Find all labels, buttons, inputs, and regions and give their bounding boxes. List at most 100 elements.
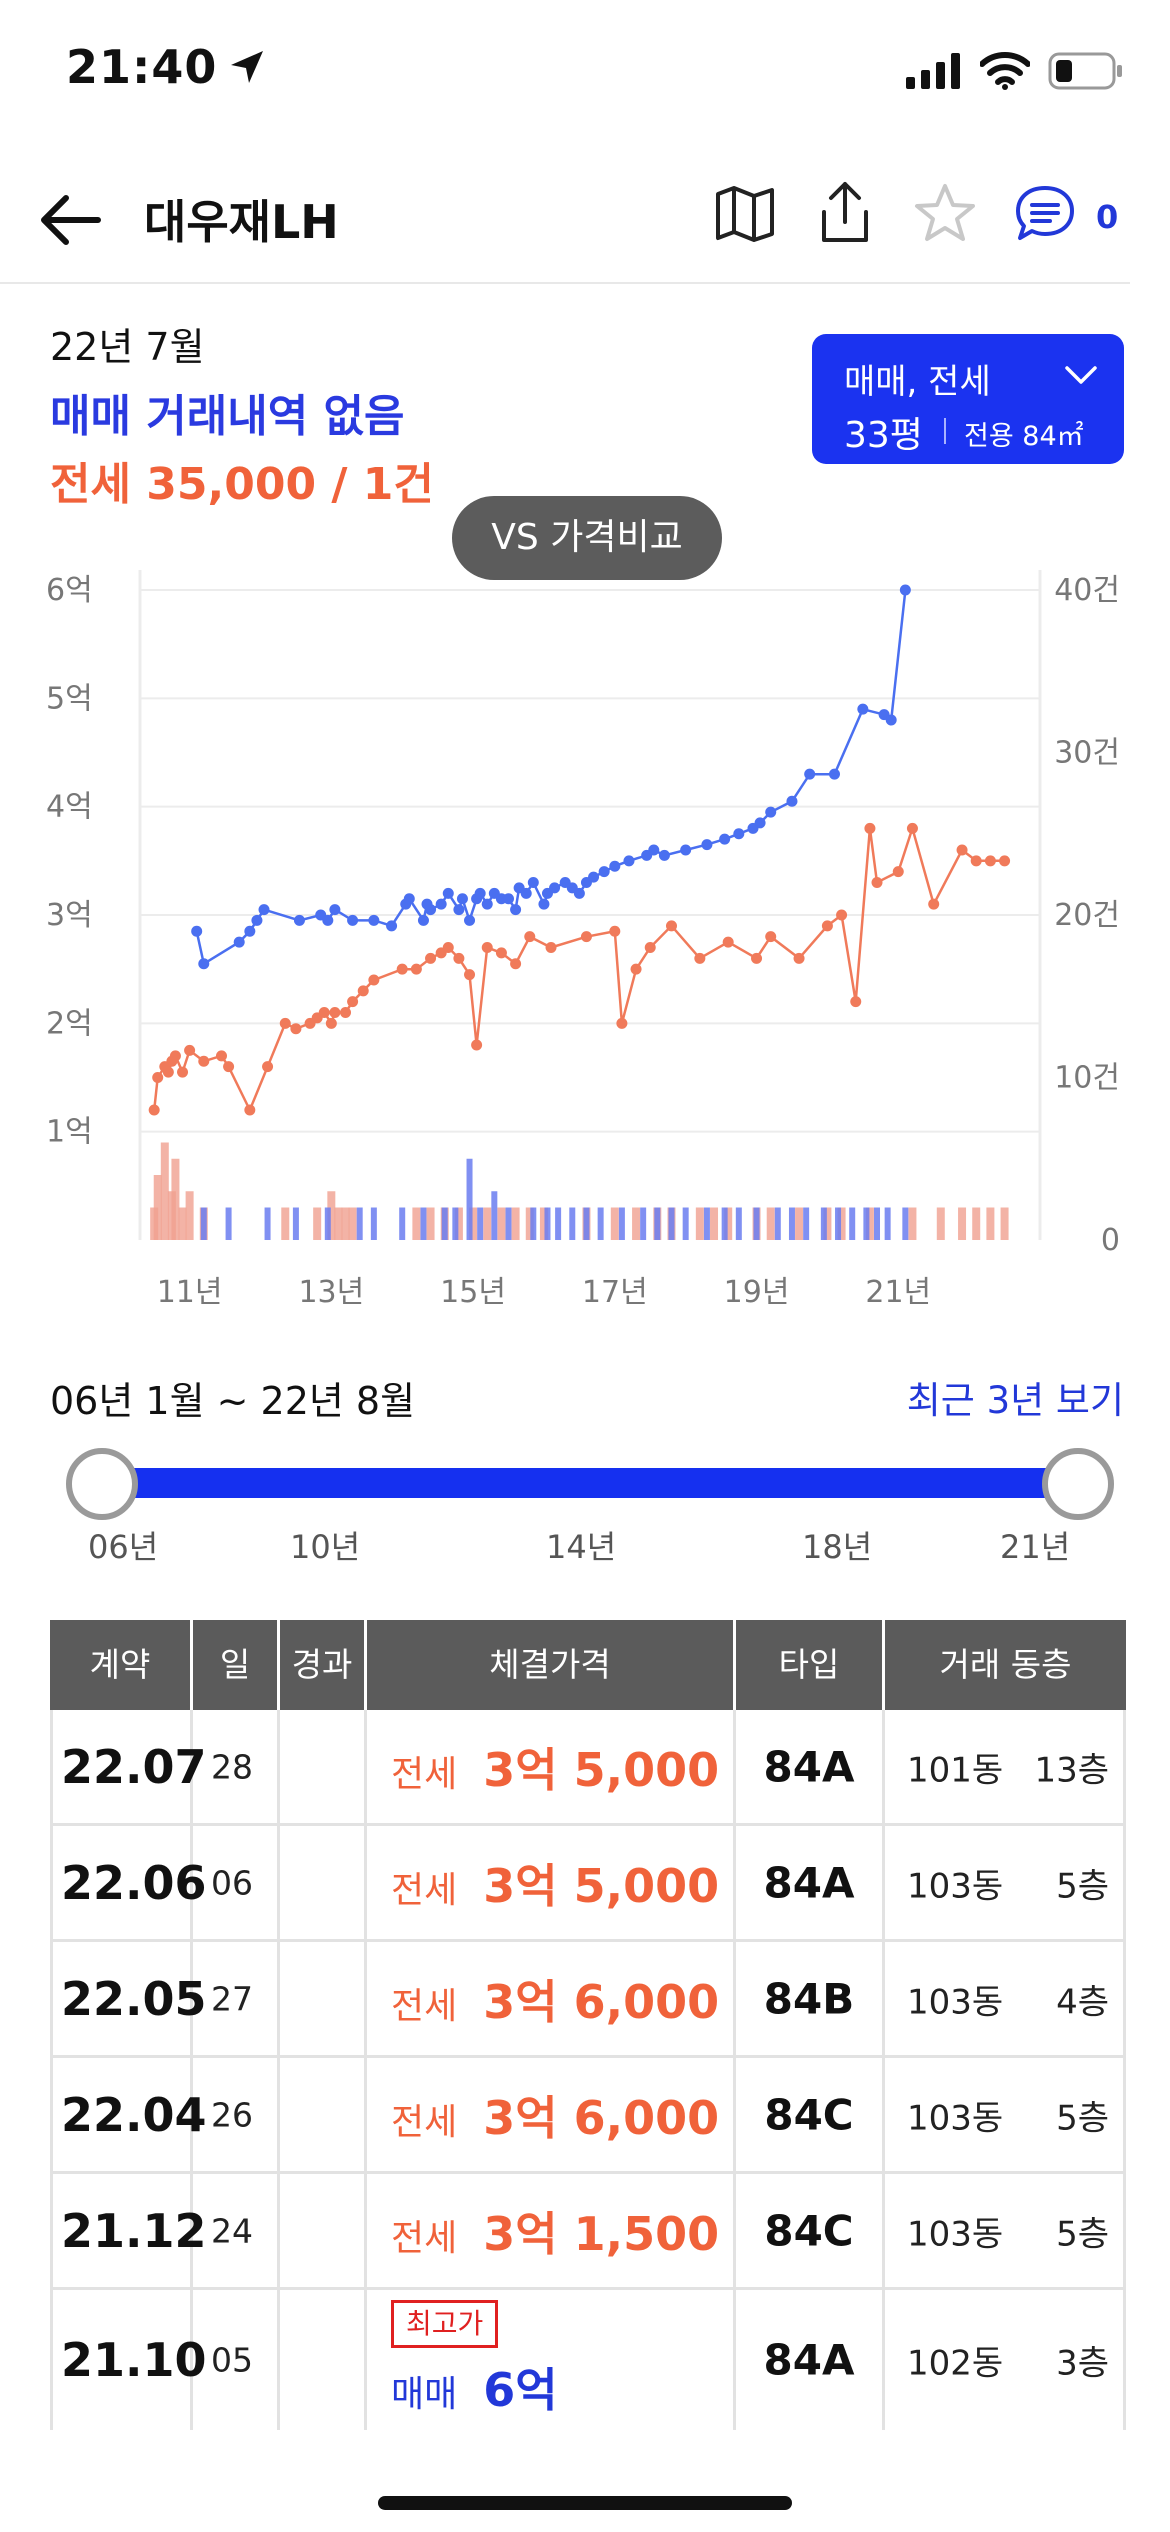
highest-price-badge: 최고가 <box>391 2300 499 2348</box>
lease-volume-bar <box>539 1207 548 1240</box>
table-row[interactable]: 21.12 24 전세 3억 1,500 84C 103동 5층 <box>50 2174 1126 2290</box>
row-type: 84A <box>763 1742 855 1791</box>
row-floor: 3층 <box>1056 2343 1109 2384</box>
lease-price-point <box>495 947 507 959</box>
sale-price-point <box>520 887 532 899</box>
lease-price-point <box>524 931 536 943</box>
lease-price-point <box>357 985 369 997</box>
lease-price-point <box>442 942 454 953</box>
y-right-tick-label: 20건 <box>1054 898 1120 933</box>
range-slider-end-handle[interactable] <box>1042 1448 1114 1520</box>
filter-area-label: 전용 84㎡ <box>964 421 1084 452</box>
sale-volume-bar <box>555 1207 562 1240</box>
lease-volume-bar <box>958 1207 967 1240</box>
lease-price-point <box>751 952 763 964</box>
lease-volume-bar <box>865 1207 874 1240</box>
sale-volume-bar <box>774 1207 781 1240</box>
row-price-kind: 전세 <box>391 2101 458 2143</box>
column-header-elapsed: 경과 <box>280 1620 364 1710</box>
sale-price-point <box>701 839 713 851</box>
sale-volume-bar <box>569 1207 576 1240</box>
page-title: 대우재LH <box>144 195 339 249</box>
lease-volume-bar <box>412 1207 421 1240</box>
lease-volume-bar <box>823 1207 832 1240</box>
row-floor: 5층 <box>1056 1866 1109 1906</box>
sale-price-point <box>322 914 334 926</box>
deal-type-filter[interactable]: 매매, 전세 33평 전용 84㎡ <box>812 334 1124 464</box>
x-tick-label: 19년 <box>724 1275 790 1310</box>
recent-3-years-link[interactable]: 최근 3년 보기 <box>906 1379 1124 1422</box>
table-row[interactable]: 22.05 27 전세 3억 6,000 84B 103동 4층 <box>50 1942 1126 2058</box>
sale-price-point <box>804 768 816 780</box>
filter-divider <box>944 418 946 444</box>
lease-price-point <box>580 931 592 943</box>
sale-price-point <box>527 877 539 888</box>
lease-price-point <box>970 855 982 867</box>
lease-price-point <box>956 844 968 856</box>
battery-icon <box>1048 52 1122 90</box>
date-range-label: 06년 1월 ~ 22년 8월 <box>50 1379 416 1423</box>
lease-volume-bar <box>986 1207 995 1240</box>
sale-price-point <box>368 914 380 926</box>
share-icon[interactable] <box>810 178 880 248</box>
table-row[interactable]: 22.06 06 전세 3억 5,000 84A 103동 5층 <box>50 1826 1126 1942</box>
sale-volume-bar <box>863 1207 870 1240</box>
status-indicators <box>906 52 1124 90</box>
table-row[interactable]: 22.07 28 전세 3억 5,000 84A 101동 13층 <box>50 1710 1126 1826</box>
row-date: 22.05 <box>61 1971 207 2026</box>
row-price: 3억 1,500 <box>483 2206 720 2261</box>
lease-volume-bar <box>334 1207 343 1240</box>
sale-volume-bar <box>803 1207 810 1240</box>
lease-price-point <box>892 866 904 878</box>
table-row[interactable]: 22.04 26 전세 3억 6,000 84C 103동 5층 <box>50 2058 1126 2174</box>
chat-icon[interactable] <box>1010 178 1080 248</box>
lease-volume-bar <box>610 1207 619 1240</box>
summary-date: 22년 7월 <box>50 325 205 369</box>
row-day: 26 <box>211 2095 253 2134</box>
range-slider-start-handle[interactable] <box>66 1448 138 1520</box>
row-floor: 5층 <box>1056 2214 1109 2254</box>
star-icon[interactable] <box>910 178 980 248</box>
home-indicator <box>378 2496 792 2510</box>
sale-price-point <box>899 584 911 596</box>
sale-price-point <box>658 849 670 861</box>
range-slider-track[interactable] <box>100 1468 1080 1498</box>
column-header-type: 타입 <box>736 1620 882 1710</box>
sale-volume-bar <box>849 1207 856 1240</box>
row-type: 84C <box>764 2090 854 2139</box>
sale-price-point <box>481 898 493 910</box>
lease-volume-bar <box>710 1207 719 1240</box>
column-header-building-floor: 거래 동층 <box>885 1620 1126 1710</box>
back-arrow-icon[interactable] <box>36 190 106 250</box>
column-header-day: 일 <box>193 1620 277 1710</box>
sale-volume-bar <box>735 1207 742 1240</box>
sale-volume-bar <box>884 1207 891 1240</box>
lease-volume-bar <box>160 1142 169 1240</box>
y-tick-label: 1억 <box>46 1115 93 1150</box>
x-tick-label: 13년 <box>298 1275 364 1310</box>
lease-volume-bar <box>469 1207 478 1240</box>
sale-price-point <box>573 887 585 899</box>
row-day: 27 <box>211 1979 253 2018</box>
sale-price-point <box>233 936 245 948</box>
x-tick-label: 21년 <box>865 1275 931 1310</box>
lease-volume-bar <box>724 1207 733 1240</box>
row-price: 3억 5,000 <box>483 1742 720 1797</box>
sale-price-point <box>680 844 692 856</box>
lease-volume-bar <box>525 1207 534 1240</box>
table-row[interactable]: 21.10 05 최고가 매매 6억 84A 102동 3층 <box>50 2290 1126 2430</box>
vs-compare-button[interactable]: VS 가격비교 <box>452 496 722 580</box>
row-day: 28 <box>211 1747 253 1786</box>
row-price: 3억 6,000 <box>483 1974 720 2029</box>
sale-volume-bar <box>753 1207 760 1240</box>
sale-price-point <box>623 855 635 867</box>
lease-volume-bar <box>632 1207 641 1240</box>
lease-price-point <box>425 952 437 964</box>
sale-price-point <box>719 833 731 845</box>
lease-price-point <box>410 963 422 975</box>
sale-price-point <box>386 920 398 932</box>
sale-price-point <box>549 882 561 894</box>
y-right-tick-label: 0 <box>1101 1223 1120 1258</box>
sale-volume-bar <box>618 1207 625 1240</box>
map-icon[interactable] <box>710 178 780 248</box>
